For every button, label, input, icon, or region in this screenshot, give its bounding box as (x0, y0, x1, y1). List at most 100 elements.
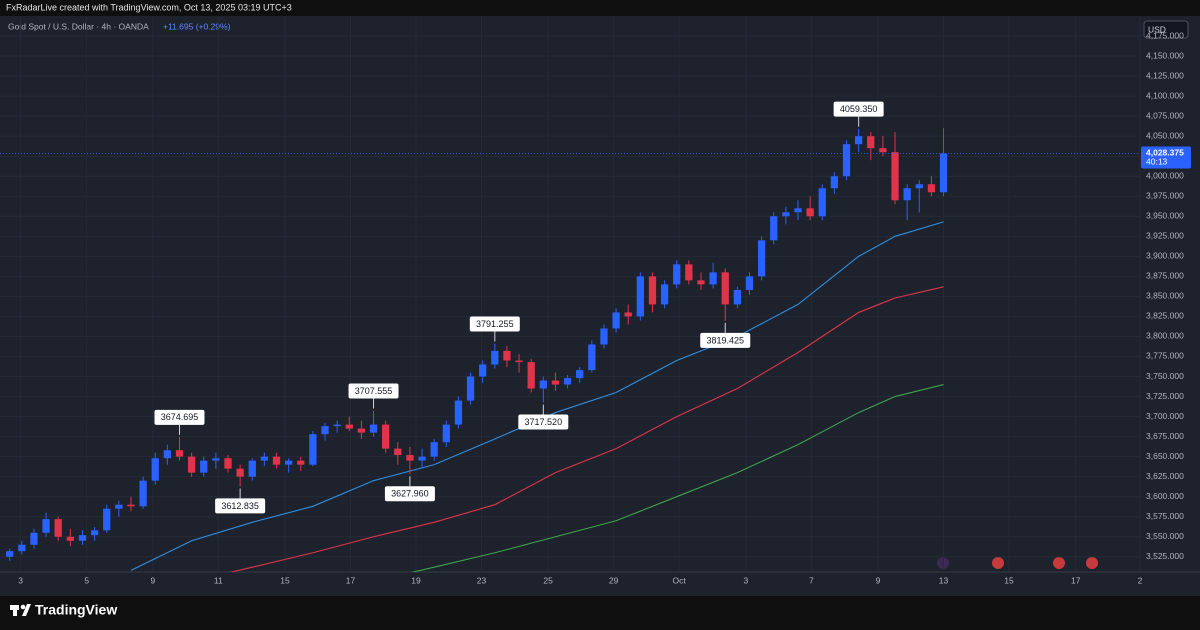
candle-body (297, 460, 305, 465)
candle-body (806, 208, 814, 217)
candle-body (115, 504, 123, 509)
currency-box[interactable] (1143, 20, 1189, 39)
y-tick-label: 4,150.000 (1146, 50, 1184, 60)
x-tick-label: 9 (876, 575, 881, 585)
last-price-box (1141, 146, 1191, 169)
candle-body (309, 434, 317, 465)
x-tick-label: 11 (214, 575, 223, 585)
moving-average (410, 383, 944, 572)
y-tick-label: 3,625.000 (1146, 471, 1184, 481)
candle-body (648, 276, 657, 305)
annotation-box (348, 383, 399, 399)
candle-body (867, 136, 875, 149)
candle-body (927, 184, 936, 193)
candle-body (697, 280, 705, 285)
y-tick-label: 4,050.000 (1146, 130, 1184, 140)
candle-body (721, 272, 729, 305)
candle-body (66, 536, 74, 541)
candle-body (212, 458, 220, 461)
candle-body (515, 360, 523, 363)
candle-body (248, 460, 256, 477)
event-icon[interactable] (1086, 557, 1098, 569)
y-tick-label: 3,775.000 (1146, 351, 1184, 361)
candle-body (357, 428, 366, 433)
y-tick-label: 4,125.000 (1146, 70, 1184, 80)
x-tick-label: 13 (939, 575, 949, 585)
symbol: Gold Spot / U.S. Dollar · 4h · OANDA (8, 21, 149, 31)
currency[interactable]: USD (1148, 24, 1166, 34)
logo-mark (13, 605, 17, 616)
candle-body (103, 508, 111, 531)
plot-area (6, 128, 948, 572)
annotation-box (700, 332, 751, 348)
y-tick-label: 4,100.000 (1146, 90, 1184, 100)
annotation-label: 3612.835 (221, 501, 259, 511)
candle-body (903, 188, 911, 201)
candle-body (624, 312, 632, 317)
candle-body (685, 264, 693, 281)
y-tick-label: 4,175.000 (1146, 30, 1184, 40)
event-icon[interactable] (1053, 557, 1065, 569)
candle-body (794, 208, 802, 213)
event-icon[interactable] (992, 557, 1004, 569)
candle-body (382, 424, 390, 449)
candle-body (612, 312, 620, 329)
candle-body (333, 424, 341, 427)
event-icon[interactable] (937, 557, 949, 569)
moving-average (229, 286, 944, 572)
y-tick-label: 3,650.000 (1146, 451, 1184, 461)
annotation-label: 3819.425 (706, 335, 744, 345)
candle-body (127, 504, 135, 507)
y-tick-label: 3,925.000 (1146, 231, 1184, 241)
candle-body (151, 458, 159, 481)
y-tick-label: 3,675.000 (1146, 431, 1184, 441)
candle-body (394, 448, 402, 456)
chart-background (0, 16, 1200, 596)
x-tick-label: 3 (18, 575, 23, 585)
candle-body (430, 442, 438, 457)
candle-body (757, 240, 766, 277)
y-tick-label: 3,825.000 (1146, 311, 1184, 321)
candle-body (563, 378, 572, 385)
y-tick-label: 3,700.000 (1146, 411, 1184, 421)
y-tick-label: 3,800.000 (1146, 331, 1184, 341)
candle-body (200, 460, 208, 473)
candle-body (818, 188, 826, 217)
y-tick-label: 3,550.000 (1146, 531, 1184, 541)
annotation-box (215, 498, 266, 514)
y-tick-label: 3,600.000 (1146, 491, 1184, 501)
change: +11.695 (+0.29%) (163, 21, 231, 31)
annotation-box (154, 409, 205, 425)
annotation-label: 3627.960 (391, 489, 429, 499)
annotation-label: 3674.695 (161, 412, 199, 422)
last-price-label: 4,028.375 (1146, 148, 1184, 158)
x-tick-label: 9 (150, 575, 155, 585)
candle-body (18, 544, 26, 552)
candle-body (139, 480, 147, 507)
candle-body (454, 400, 463, 425)
logo (10, 604, 31, 616)
annotation-label: 3791.255 (476, 319, 514, 329)
x-tick-label: 29 (609, 575, 619, 585)
annotation-box (833, 101, 884, 117)
candle-body (855, 136, 863, 145)
candle-body (260, 456, 269, 461)
x-tick-label: 7 (809, 575, 814, 585)
candle-body (163, 450, 171, 459)
candle-body (660, 284, 669, 305)
x-tick-label: 23 (477, 575, 487, 585)
candle-body (745, 276, 754, 290)
x-tick-label: 5 (84, 575, 89, 585)
countdown: 40:13 (1146, 157, 1168, 167)
candle-body (503, 350, 511, 361)
y-tick-label: 3,875.000 (1146, 271, 1184, 281)
candle-body (709, 272, 717, 285)
candle-body (879, 148, 887, 153)
y-tick-label: 4,000.000 (1146, 170, 1184, 180)
x-tick-label: 15 (1004, 575, 1014, 585)
candle-body (442, 424, 450, 443)
candle-body (90, 530, 99, 536)
y-tick-label: 3,975.000 (1146, 191, 1184, 201)
y-tick-label: 3,575.000 (1146, 511, 1184, 521)
